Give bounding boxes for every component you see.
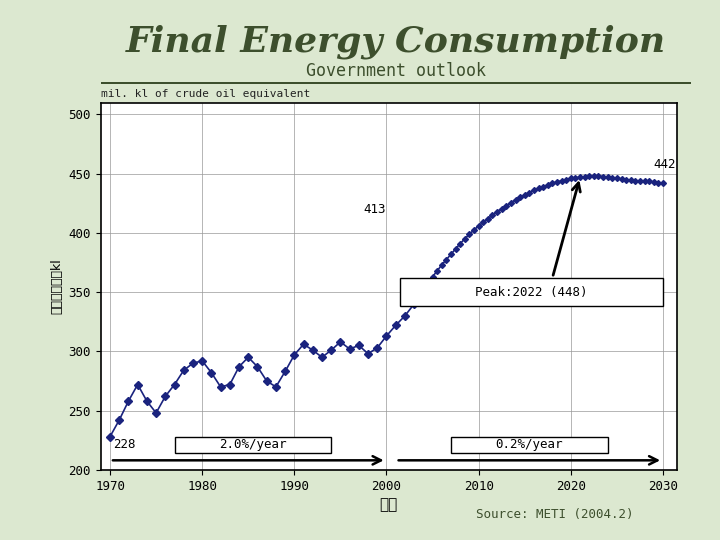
Y-axis label: 原油換算百万kl: 原油換算百万kl <box>50 258 63 314</box>
Text: 0.2%/year: 0.2%/year <box>495 438 563 451</box>
Text: 2.0%/year: 2.0%/year <box>219 438 287 451</box>
Text: Source: METI (2004.2): Source: METI (2004.2) <box>476 508 634 521</box>
Text: 228: 228 <box>113 438 135 451</box>
Text: 442: 442 <box>654 158 676 171</box>
Text: 413: 413 <box>364 202 386 216</box>
FancyBboxPatch shape <box>451 437 608 453</box>
Text: Final Energy Consumption: Final Energy Consumption <box>126 24 666 59</box>
Text: mil. kl of crude oil equivalent: mil. kl of crude oil equivalent <box>101 89 310 99</box>
X-axis label: 年度: 年度 <box>379 497 398 512</box>
Text: Peak:2022 (448): Peak:2022 (448) <box>475 286 588 299</box>
FancyBboxPatch shape <box>400 278 663 306</box>
Text: Government outlook: Government outlook <box>306 62 486 80</box>
FancyBboxPatch shape <box>174 437 331 453</box>
